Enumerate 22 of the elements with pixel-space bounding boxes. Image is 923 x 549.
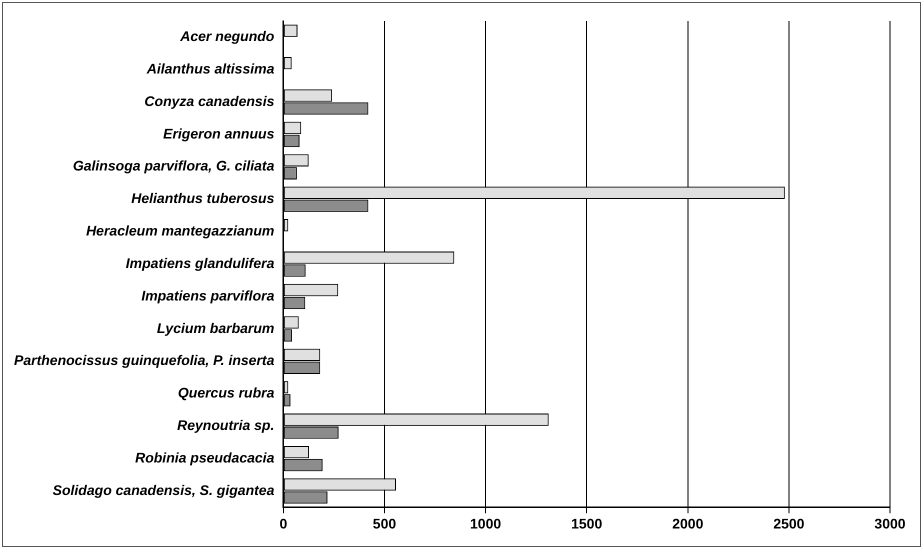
y-tick-label: Impatiens parviflora [141,287,275,304]
x-tick-label: 500 [372,515,396,532]
y-tick-label: Acer negundo [179,28,275,44]
y-tick-label: Impatiens glandulifera [126,254,275,271]
y-tick-label: Quercus rubra [178,384,275,401]
y-tick-label: Parthenocissus guinquefolia, P. inserta [14,352,275,368]
x-tick-label: 1500 [571,515,602,532]
y-tick-label: Lycium barbarum [156,320,274,336]
x-tick-label: 1000 [470,515,502,532]
y-tick-label: Erigeron annuus [163,125,275,142]
x-tick-label: 0 [279,515,288,532]
y-tick-label: Galinsoga parviflora, G. ciliata [72,158,275,174]
y-tick-label: Helianthus tuberosus [131,190,275,206]
y-tick-label: Reynoutria sp. [177,417,274,434]
x-tick-label: 3000 [874,515,906,532]
y-tick-label: Ailanthus altissima [146,60,275,76]
y-tick-label: Conyza canadensis [144,92,275,109]
y-tick-label: Heracleum mantegazzianum [86,222,274,239]
x-tick-label: 2000 [672,515,704,532]
y-tick-label: Solidago canadensis, S. gigantea [52,482,275,498]
x-tick-label: 2500 [773,515,805,532]
y-tick-label: Robinia pseudacacia [135,449,275,466]
